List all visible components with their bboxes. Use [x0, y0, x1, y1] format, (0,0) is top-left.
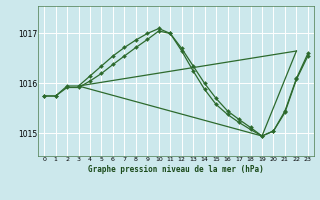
X-axis label: Graphe pression niveau de la mer (hPa): Graphe pression niveau de la mer (hPa) [88, 165, 264, 174]
